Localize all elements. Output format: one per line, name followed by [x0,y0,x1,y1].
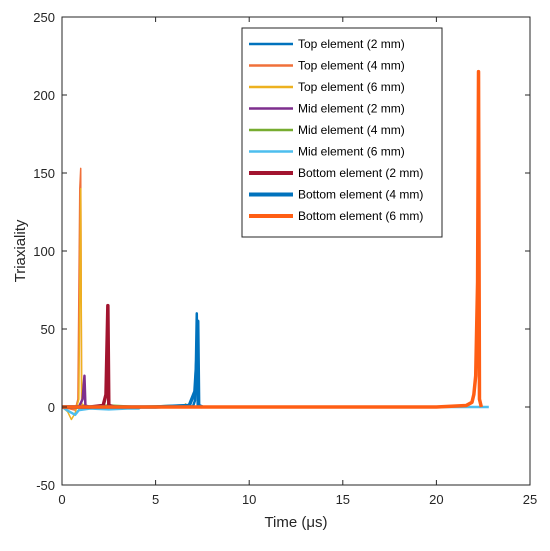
legend-entry: Bottom element (2 mm) [298,166,423,180]
legend-entry: Mid element (4 mm) [298,123,405,137]
legend: Top element (2 mm) Top element (4 mm) Top … [241,27,443,238]
y-axis-label: Triaxiality [12,219,29,282]
y-tick-label: 0 [48,400,55,415]
y-tick-label: 250 [33,10,55,25]
legend-entry: Top element (6 mm) [298,80,405,94]
y-tick-label: 100 [33,244,55,259]
series-line [62,69,484,409]
x-tick-label: 25 [523,492,537,507]
y-tick-label: 50 [41,322,55,337]
x-tick-label: 0 [58,492,65,507]
y-tick-label: -50 [36,478,55,493]
legend-entry: Top element (2 mm) [298,37,405,51]
y-tick-label: 150 [33,166,55,181]
legend-entry: Bottom element (6 mm) [298,209,423,223]
series-layer [61,69,489,421]
x-tick-label: 10 [242,492,256,507]
legend-entry: Mid element (2 mm) [298,102,405,116]
y-tick-label: 200 [33,88,55,103]
x-tick-label: 15 [336,492,350,507]
x-tick-label: 20 [429,492,443,507]
legend-box [241,27,443,238]
x-tick-label: 5 [152,492,159,507]
x-axis-label: Time (μs) [264,514,327,531]
legend-entry: Bottom element (4 mm) [298,188,423,202]
legend-entry: Mid element (6 mm) [298,145,405,159]
legend-entry: Top element (4 mm) [298,59,405,73]
